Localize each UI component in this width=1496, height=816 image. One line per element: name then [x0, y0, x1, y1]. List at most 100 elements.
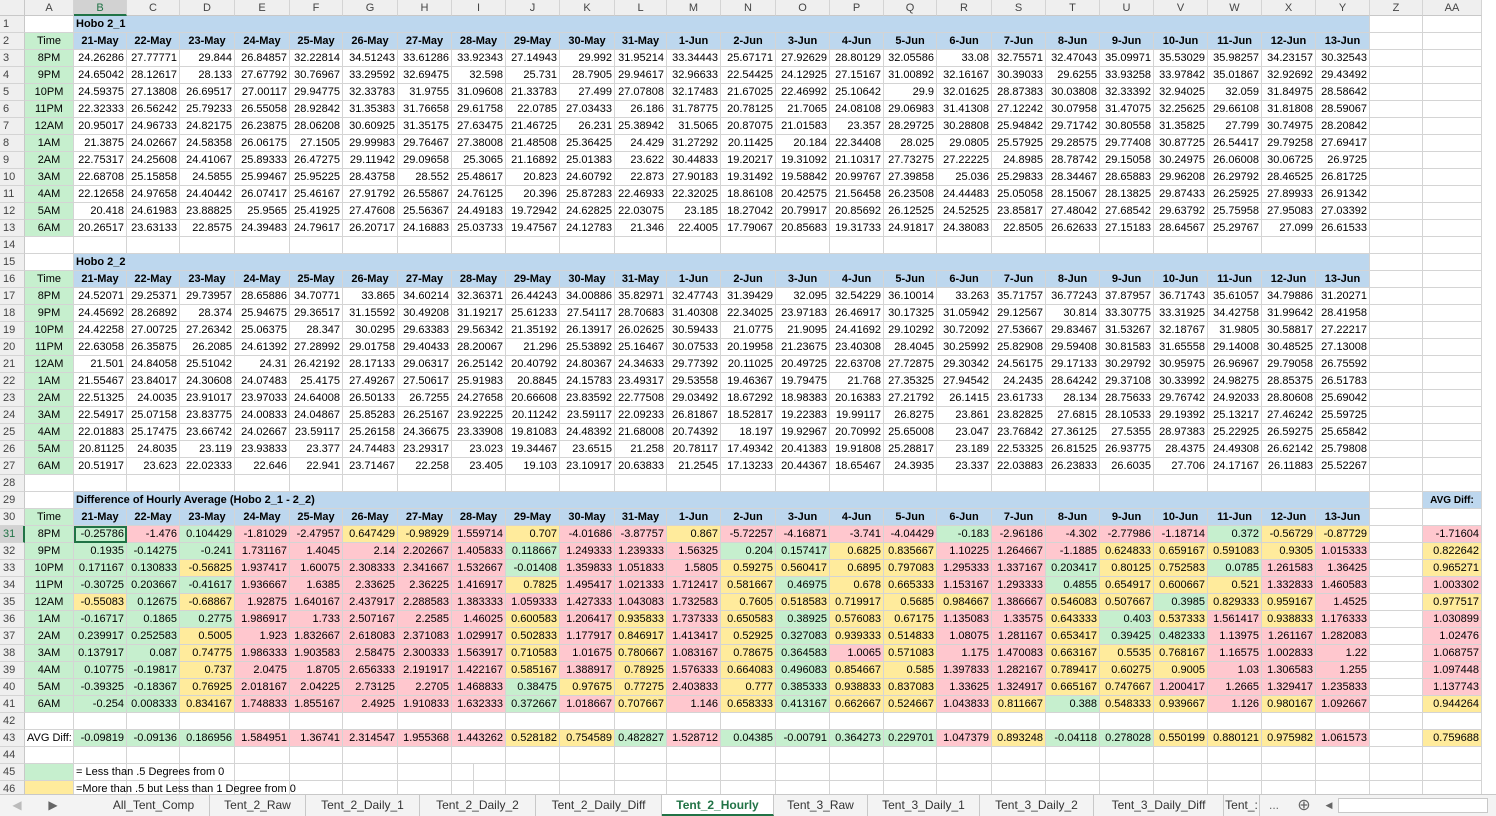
more-sheets-button[interactable]: ...	[1268, 798, 1279, 812]
data-cell[interactable]: 32.69475	[398, 67, 452, 84]
data-cell[interactable]: 25.82908	[992, 339, 1046, 356]
data-cell[interactable]: 21.7065	[776, 101, 830, 118]
data-cell[interactable]: 25.36425	[560, 135, 615, 152]
data-cell[interactable]: 2.288583	[398, 594, 452, 611]
data-cell[interactable]: 27.47608	[343, 203, 398, 220]
grid-cell[interactable]	[127, 747, 180, 764]
grid-cell[interactable]	[127, 713, 180, 730]
grid-cell[interactable]	[1208, 781, 1262, 794]
sheet-tab[interactable]: Tent_3_Daily_1	[868, 795, 980, 816]
grid-cell[interactable]	[180, 475, 235, 492]
data-cell[interactable]: 32.01625	[937, 84, 992, 101]
data-cell[interactable]: 28.85375	[1262, 373, 1316, 390]
grid-cell[interactable]	[1423, 424, 1482, 441]
avg-row-cell[interactable]: 0.278028	[1100, 730, 1154, 747]
data-cell[interactable]: 1.146	[667, 696, 721, 713]
data-cell[interactable]: 31.19217	[452, 305, 506, 322]
data-cell[interactable]: 25.4175	[290, 373, 343, 390]
date-header[interactable]: 9-Jun	[1100, 509, 1154, 526]
data-cell[interactable]: 24.04867	[290, 407, 343, 424]
data-cell[interactable]: 0.663167	[1046, 645, 1100, 662]
grid-cell[interactable]	[1208, 237, 1262, 254]
data-cell[interactable]: 29.83467	[1046, 322, 1100, 339]
data-cell[interactable]: 26.42192	[290, 356, 343, 373]
data-cell[interactable]: 34.00886	[560, 288, 615, 305]
grid-cell[interactable]	[1208, 764, 1262, 781]
data-cell[interactable]: 1.532667	[452, 560, 506, 577]
data-cell[interactable]: 28.17133	[343, 356, 398, 373]
grid-cell[interactable]	[884, 747, 937, 764]
avg-diff-cell[interactable]: 0.944264	[1423, 696, 1482, 713]
sheet-tab[interactable]: Tent_3_Raw	[774, 795, 868, 816]
data-cell[interactable]: 23.71467	[343, 458, 398, 475]
row-header-36[interactable]: 36	[0, 611, 25, 628]
row-header-20[interactable]: 20	[0, 339, 25, 356]
data-cell[interactable]: 20.11425	[721, 135, 776, 152]
data-cell[interactable]: 21.35192	[506, 322, 560, 339]
grid-cell[interactable]	[1100, 237, 1154, 254]
grid-cell[interactable]	[667, 713, 721, 730]
data-cell[interactable]: 22.02333	[180, 458, 235, 475]
data-cell[interactable]: 24.74483	[343, 441, 398, 458]
data-cell[interactable]: 30.72092	[937, 322, 992, 339]
data-cell[interactable]: 25.95225	[290, 169, 343, 186]
data-cell[interactable]: 18.65467	[830, 458, 884, 475]
data-cell[interactable]: 0.372	[1208, 526, 1262, 543]
avg-row-cell[interactable]: -0.09136	[127, 730, 180, 747]
data-cell[interactable]: 0.514833	[884, 628, 937, 645]
data-cell[interactable]: 29.61758	[452, 101, 506, 118]
data-cell[interactable]: 34.23157	[1262, 50, 1316, 67]
data-cell[interactable]: 1.732583	[667, 594, 721, 611]
data-cell[interactable]: 32.54229	[830, 288, 884, 305]
data-cell[interactable]: -0.254	[74, 696, 127, 713]
data-cell[interactable]: 25.03733	[452, 220, 506, 237]
grid-cell[interactable]	[667, 781, 721, 794]
data-cell[interactable]: 29.19392	[1154, 407, 1208, 424]
data-cell[interactable]: 23.405	[452, 458, 506, 475]
data-cell[interactable]: 2.04225	[290, 679, 343, 696]
next-sheet-icon[interactable]: ▶	[48, 798, 58, 812]
data-cell[interactable]: 23.622	[615, 152, 667, 169]
data-cell[interactable]: 29.25371	[127, 288, 180, 305]
data-cell[interactable]: 27.48042	[1046, 203, 1100, 220]
data-cell[interactable]: 0.664083	[721, 662, 776, 679]
date-header[interactable]: 28-May	[452, 509, 506, 526]
date-header[interactable]: 30-May	[560, 509, 615, 526]
data-cell[interactable]: 28.59067	[1316, 101, 1370, 118]
date-header[interactable]: 28-May	[452, 33, 506, 50]
data-cell[interactable]: 28.34467	[1046, 169, 1100, 186]
grid-cell[interactable]	[667, 764, 721, 781]
data-cell[interactable]: 20.70992	[830, 424, 884, 441]
data-cell[interactable]: -2.47957	[290, 526, 343, 543]
data-cell[interactable]: 22.51325	[74, 390, 127, 407]
data-cell[interactable]: 0.385333	[776, 679, 830, 696]
sheet-tab[interactable]: Tent_3_Daily_2	[980, 795, 1094, 816]
data-cell[interactable]: 23.88825	[180, 203, 235, 220]
grid-cell[interactable]	[1370, 526, 1423, 543]
column-header-G[interactable]: G	[343, 0, 398, 16]
avg-row-cell[interactable]: 0.975982	[1262, 730, 1316, 747]
row-header-18[interactable]: 18	[0, 305, 25, 322]
selected-cell[interactable]: -0.25786	[74, 526, 127, 543]
data-cell[interactable]: 26.29792	[1208, 169, 1262, 186]
data-cell[interactable]: 1.153167	[937, 577, 992, 594]
data-cell[interactable]: 25.87283	[560, 186, 615, 203]
data-cell[interactable]: 24.82175	[180, 118, 235, 135]
data-cell[interactable]: 30.07958	[1046, 101, 1100, 118]
data-cell[interactable]: 27.00725	[127, 322, 180, 339]
data-cell[interactable]: 0.571083	[884, 645, 937, 662]
data-cell[interactable]: 29.12567	[992, 305, 1046, 322]
data-cell[interactable]: 0.780667	[615, 645, 667, 662]
row-header-32[interactable]: 32	[0, 543, 25, 560]
data-cell[interactable]: 29.96208	[1154, 169, 1208, 186]
data-cell[interactable]: 33.865	[343, 288, 398, 305]
grid-cell[interactable]	[25, 254, 74, 271]
data-cell[interactable]: 25.38942	[615, 118, 667, 135]
date-header[interactable]: 22-May	[127, 509, 180, 526]
data-cell[interactable]: 26.25142	[452, 356, 506, 373]
grid-cell[interactable]	[1370, 577, 1423, 594]
date-header[interactable]: 26-May	[343, 271, 398, 288]
data-cell[interactable]: 27.499	[560, 84, 615, 101]
data-cell[interactable]: 0.52925	[721, 628, 776, 645]
grid-cell[interactable]	[1370, 424, 1423, 441]
